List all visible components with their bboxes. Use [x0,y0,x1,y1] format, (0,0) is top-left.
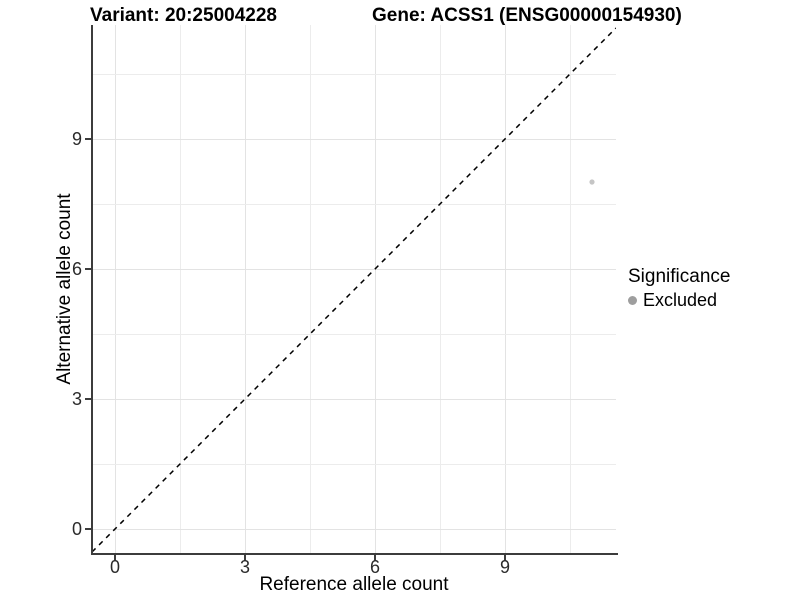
y-tick-mark-9 [85,138,91,140]
y-tick-mark-3 [85,398,91,400]
x-tick-label-0: 0 [109,557,120,577]
y-tick-mark-0 [85,528,91,530]
plot-layer [92,27,616,553]
gridline-x-9 [505,25,506,553]
x-tick-label-6: 6 [369,557,380,577]
gridline-y-9 [92,139,616,140]
gridline-y-4_5 [92,334,616,335]
y-axis-title: Alternative allele count [54,193,75,385]
gridline-x-6 [375,25,376,553]
y-tick-label-3: 3 [71,389,82,409]
gridline-y-6 [92,269,616,270]
x-axis-line [91,553,618,555]
gridline-x-0 [115,25,116,553]
gridline-x-7_5 [440,25,441,553]
gridline-x-10_5 [570,25,571,553]
x-axis-title: Reference allele count [259,574,449,595]
gridline-x-1_5 [180,25,181,553]
y-tick-label-6: 6 [71,259,82,279]
plot-panel [92,25,616,553]
data-point-excluded [589,179,595,185]
legend-point-icon [628,296,637,305]
x-tick-label-9: 9 [499,557,510,577]
x-tick-mark-6 [374,555,376,561]
legend-item-excluded: Excluded [628,290,730,311]
x-tick-mark-3 [244,555,246,561]
y-axis-line [91,25,93,555]
gridline-x-3 [245,25,246,553]
plot-title-gene: Gene: ACSS1 (ENSG00000154930) [372,5,682,26]
legend: Significance Excluded [628,266,730,311]
gridline-y-1_5 [92,464,616,465]
gridline-y-3 [92,399,616,400]
y-tick-label-9: 9 [71,129,82,149]
x-tick-mark-9 [504,555,506,561]
y-tick-label-0: 0 [71,519,82,539]
gridline-y-0 [92,529,616,530]
y-tick-mark-6 [85,268,91,270]
legend-item-label: Excluded [643,290,718,310]
identity-line [92,27,616,553]
plot-title-variant: Variant: 20:25004228 [90,5,277,26]
x-tick-mark-0 [114,555,116,561]
gridline-y-7_5 [92,204,616,205]
legend-title: Significance [628,266,731,287]
x-tick-label-3: 3 [239,557,250,577]
gridline-x-4_5 [310,25,311,553]
gridline-y-10_5 [92,74,616,75]
